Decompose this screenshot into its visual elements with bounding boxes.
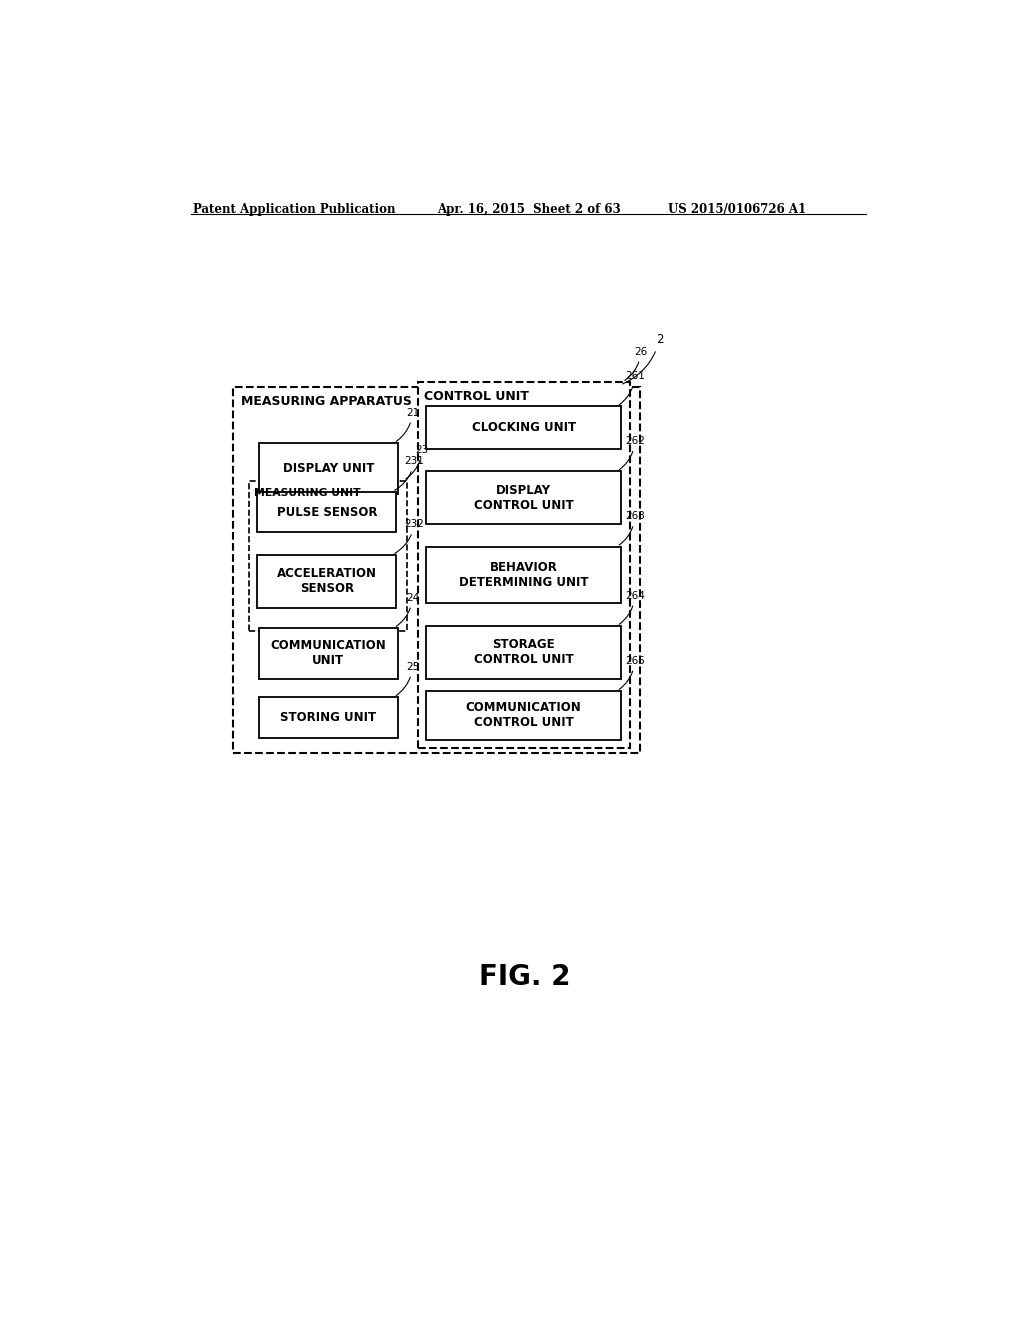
Bar [259, 697, 397, 738]
Bar [426, 471, 621, 524]
Text: MEASURING APPARATUS: MEASURING APPARATUS [241, 395, 412, 408]
Text: BEHAVIOR
DETERMINING UNIT: BEHAVIOR DETERMINING UNIT [459, 561, 589, 589]
Bar [426, 546, 621, 602]
Bar [257, 492, 396, 532]
Text: 232: 232 [394, 519, 424, 553]
Text: 25: 25 [396, 661, 419, 696]
Bar [259, 628, 397, 678]
Text: 2: 2 [623, 334, 664, 384]
Bar [257, 554, 396, 607]
Text: 231: 231 [394, 457, 424, 491]
Text: 261: 261 [620, 371, 645, 405]
Text: CONTROL UNIT: CONTROL UNIT [424, 391, 528, 403]
Text: DISPLAY
CONTROL UNIT: DISPLAY CONTROL UNIT [474, 484, 573, 512]
Text: COMMUNICATION
UNIT: COMMUNICATION UNIT [270, 639, 386, 668]
Text: 265: 265 [620, 656, 645, 689]
Text: CLOCKING UNIT: CLOCKING UNIT [471, 421, 575, 434]
Bar [249, 480, 408, 631]
Text: COMMUNICATION
CONTROL UNIT: COMMUNICATION CONTROL UNIT [466, 701, 582, 730]
Text: 262: 262 [620, 436, 645, 470]
Text: Apr. 16, 2015  Sheet 2 of 63: Apr. 16, 2015 Sheet 2 of 63 [437, 203, 622, 216]
Bar [426, 626, 621, 678]
Text: 26: 26 [625, 347, 647, 380]
Text: STORAGE
CONTROL UNIT: STORAGE CONTROL UNIT [474, 639, 573, 667]
Text: 264: 264 [620, 590, 645, 624]
Text: Patent Application Publication: Patent Application Publication [194, 203, 395, 216]
Text: ACCELERATION
SENSOR: ACCELERATION SENSOR [276, 568, 377, 595]
Text: DISPLAY UNIT: DISPLAY UNIT [283, 462, 374, 475]
Text: 21: 21 [396, 408, 419, 441]
Bar [418, 381, 631, 748]
Text: 263: 263 [620, 511, 645, 545]
Text: 24: 24 [396, 593, 419, 627]
Bar [259, 444, 397, 494]
Text: MEASURING UNIT: MEASURING UNIT [254, 487, 360, 498]
Text: FIG. 2: FIG. 2 [479, 962, 570, 990]
Text: 23: 23 [406, 445, 428, 479]
Bar [232, 387, 640, 752]
Text: STORING UNIT: STORING UNIT [281, 711, 377, 723]
Text: US 2015/0106726 A1: US 2015/0106726 A1 [668, 203, 806, 216]
Bar [426, 690, 621, 739]
Text: PULSE SENSOR: PULSE SENSOR [276, 506, 377, 519]
Bar [426, 407, 621, 449]
